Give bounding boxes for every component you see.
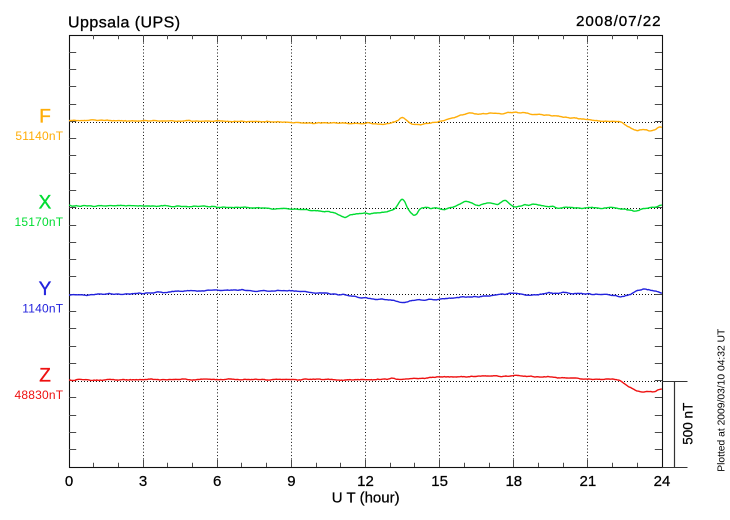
svg-text:Z: Z	[39, 366, 51, 387]
svg-text:500 nT: 500 nT	[681, 403, 696, 445]
svg-text:2008/07/22: 2008/07/22	[576, 13, 662, 30]
svg-text:24: 24	[654, 473, 671, 490]
svg-text:0: 0	[65, 473, 73, 490]
svg-text:X: X	[39, 193, 52, 214]
svg-text:51140nT: 51140nT	[15, 129, 63, 143]
svg-text:12: 12	[357, 473, 374, 490]
svg-text:Y: Y	[39, 279, 52, 300]
svg-text:1140nT: 1140nT	[22, 302, 63, 316]
svg-text:U T (hour): U T (hour)	[332, 490, 400, 507]
svg-text:18: 18	[505, 473, 522, 490]
svg-text:21: 21	[580, 473, 597, 490]
svg-text:15: 15	[431, 473, 448, 490]
svg-text:6: 6	[213, 473, 221, 490]
svg-text:15170nT: 15170nT	[15, 215, 64, 229]
svg-text:3: 3	[139, 473, 147, 490]
svg-text:Uppsala (UPS): Uppsala (UPS)	[68, 15, 181, 32]
svg-text:Plotted at 2009/03/10 04:32 UT: Plotted at 2009/03/10 04:32 UT	[717, 328, 728, 472]
svg-text:48830nT: 48830nT	[15, 388, 64, 402]
svg-text:9: 9	[287, 473, 295, 490]
svg-text:F: F	[39, 106, 51, 127]
